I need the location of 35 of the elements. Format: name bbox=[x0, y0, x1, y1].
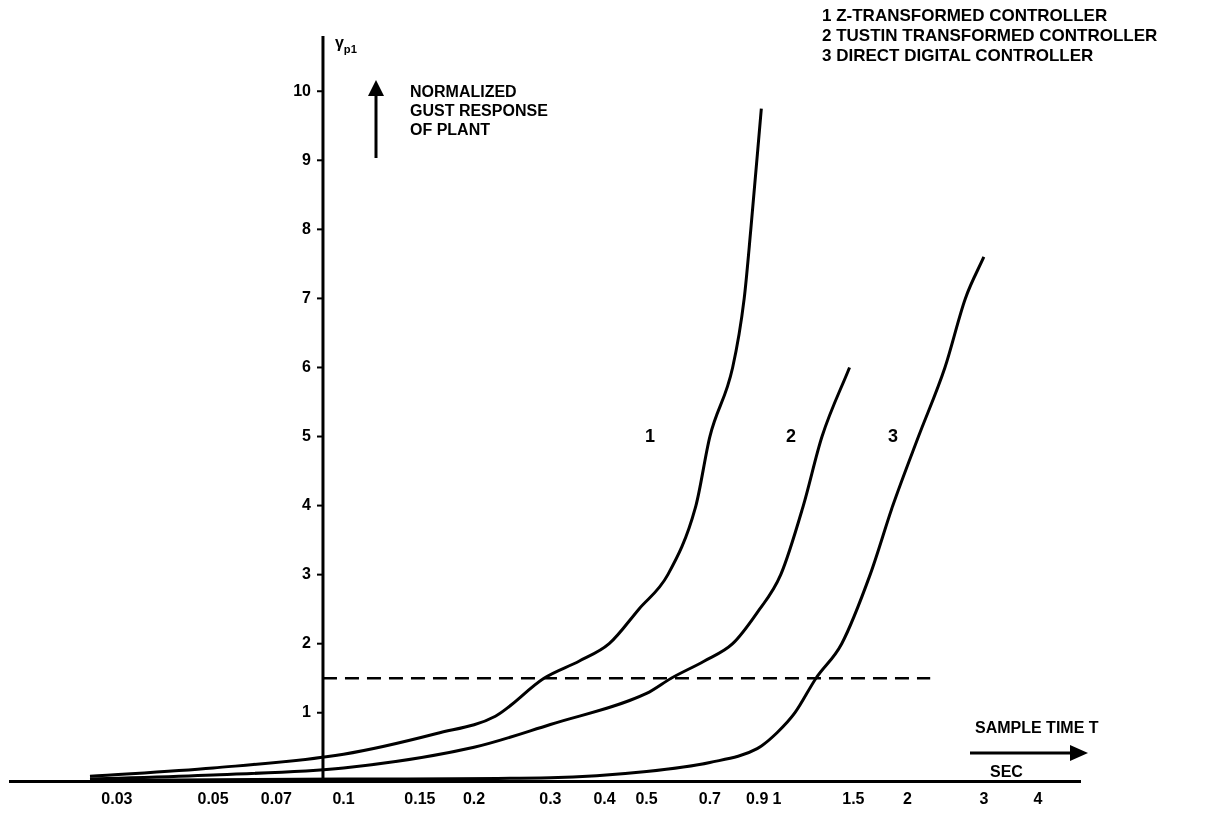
annotation: 1 bbox=[644, 425, 656, 446]
y-tick-label: 7 bbox=[302, 288, 312, 306]
annotation: SEC bbox=[990, 763, 1024, 781]
x-tick-label: 0.5 bbox=[635, 789, 658, 807]
annotation: 2 TUSTIN TRANSFORMED CONTROLLER bbox=[822, 25, 1158, 45]
y-tick-label: 2 bbox=[302, 634, 312, 652]
x-tick-label: 0.1 bbox=[332, 789, 355, 807]
x-tick-label: 0.9 bbox=[746, 789, 769, 807]
annotation: 3 DIRECT DIGITAL CONTROLLER bbox=[822, 45, 1094, 65]
x-tick-label: 0.3 bbox=[539, 789, 562, 807]
annotation: NORMALIZED GUST RESPONSE OF PLANT bbox=[410, 83, 549, 139]
x-tick-label: 1 bbox=[772, 789, 782, 807]
y-tick-label: 5 bbox=[302, 426, 312, 444]
y-tick-label: 8 bbox=[302, 219, 312, 237]
text: 1 Z-TRANSFORMED CONTROLLER bbox=[822, 5, 1108, 25]
x-tick-label: 0.2 bbox=[462, 789, 486, 807]
y-tick-label: 10 bbox=[293, 81, 312, 99]
x-tick-label: 0.07 bbox=[260, 789, 293, 807]
y-tick-label: 6 bbox=[302, 357, 312, 375]
x-tick-label: 4 bbox=[1033, 789, 1043, 807]
y-tick-label: 4 bbox=[302, 495, 312, 513]
x-tick-label: 1.5 bbox=[842, 789, 865, 807]
x-tick-label: 0.4 bbox=[593, 789, 616, 807]
x-tick-label: 0.03 bbox=[101, 789, 133, 807]
y-tick-label: 3 bbox=[302, 565, 312, 583]
x-tick-label: 0.15 bbox=[404, 789, 436, 807]
y-tick-label: 9 bbox=[302, 150, 312, 168]
y-tick-label: 1 bbox=[302, 703, 312, 721]
annotation: 2 bbox=[785, 425, 797, 446]
annotation: 3 bbox=[887, 425, 899, 446]
x-axis-title: SAMPLE TIME T bbox=[975, 719, 1099, 737]
x-tick-label: 3 bbox=[979, 789, 989, 807]
x-tick-label: 0.05 bbox=[197, 789, 229, 807]
x-tick-label: 0.7 bbox=[698, 789, 722, 807]
x-tick-label: 2 bbox=[903, 789, 913, 807]
